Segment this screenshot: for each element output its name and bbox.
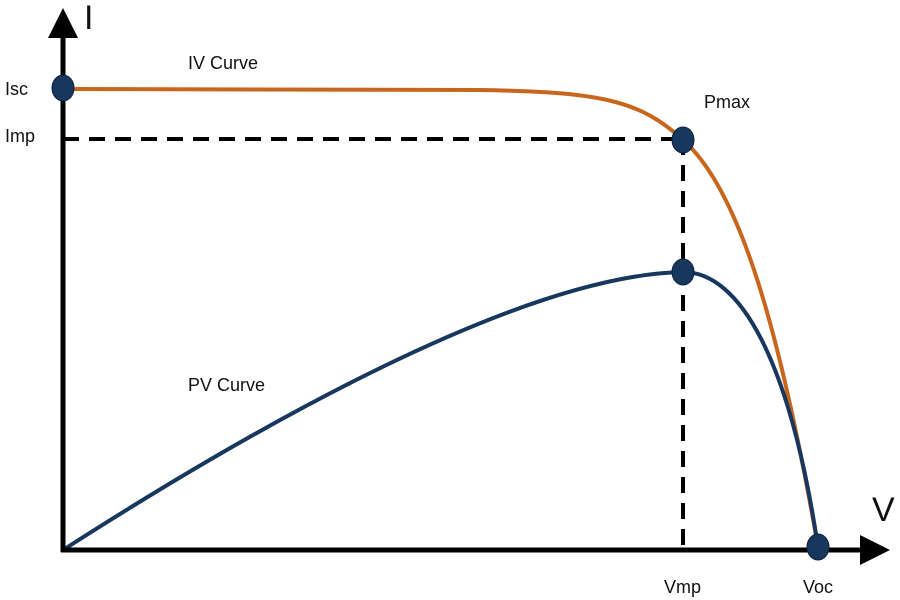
- isc-point: [51, 74, 75, 102]
- iv-curve: [62, 87, 820, 548]
- pmax-point: [671, 126, 695, 154]
- imp-label: Imp: [5, 126, 35, 146]
- voc-label: Voc: [803, 577, 833, 597]
- x-axis-label: V: [872, 491, 895, 529]
- pv-curve: [61, 269, 820, 552]
- pmax-label: Pmax: [704, 92, 750, 112]
- voc-point: [806, 533, 830, 561]
- pv-curve-label: PV Curve: [188, 375, 265, 395]
- y-axis-label: I: [84, 0, 93, 37]
- vmp-label: Vmp: [664, 577, 701, 597]
- pv-max-point: [671, 258, 695, 286]
- iv-curve-label: IV Curve: [188, 53, 258, 73]
- isc-label: Isc: [5, 79, 28, 99]
